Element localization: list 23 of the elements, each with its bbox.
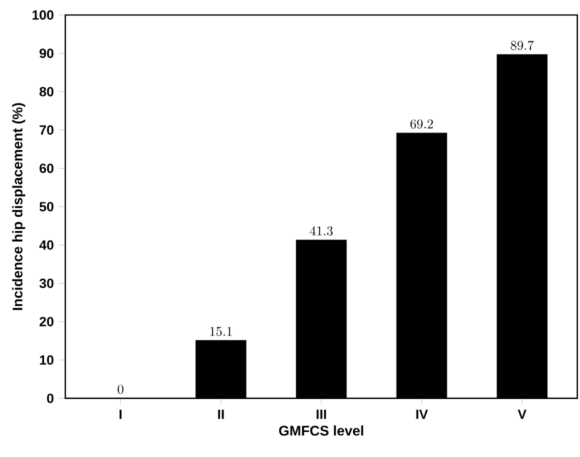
- data-label: 15. 1: [210, 326, 232, 336]
- data-label: 0: [118, 384, 124, 394]
- y-tick-label: 60: [40, 164, 54, 174]
- y-tick-label: 50: [40, 202, 54, 212]
- x-tick-label: IV: [416, 410, 428, 419]
- y-tick-label: 100: [32, 10, 54, 20]
- x-axis-title: GMFCS level: [279, 425, 364, 436]
- y-tick-label: 30: [39, 278, 54, 288]
- y-tick-label: 40: [39, 240, 54, 250]
- y-tick-label: 10: [40, 355, 54, 365]
- data-label: 89.7: [510, 40, 534, 50]
- x-tick-label: V: [518, 410, 526, 419]
- data-label: 41 .3: [310, 226, 333, 236]
- x-tick-label: I: [120, 410, 122, 419]
- y-tick-label: 80: [40, 86, 54, 96]
- y-tick-label: 0: [47, 394, 54, 404]
- x-tick-label: III: [316, 410, 326, 419]
- y-tick-label: 20: [40, 316, 54, 326]
- y-tick-label: 90: [40, 48, 54, 58]
- x-tick-label: II: [218, 410, 224, 419]
- y-tick-label: 70: [40, 125, 54, 135]
- data-label: 69.2: [410, 119, 433, 129]
- y-axis-title: Incidence hip displacement (%): [12, 103, 26, 310]
